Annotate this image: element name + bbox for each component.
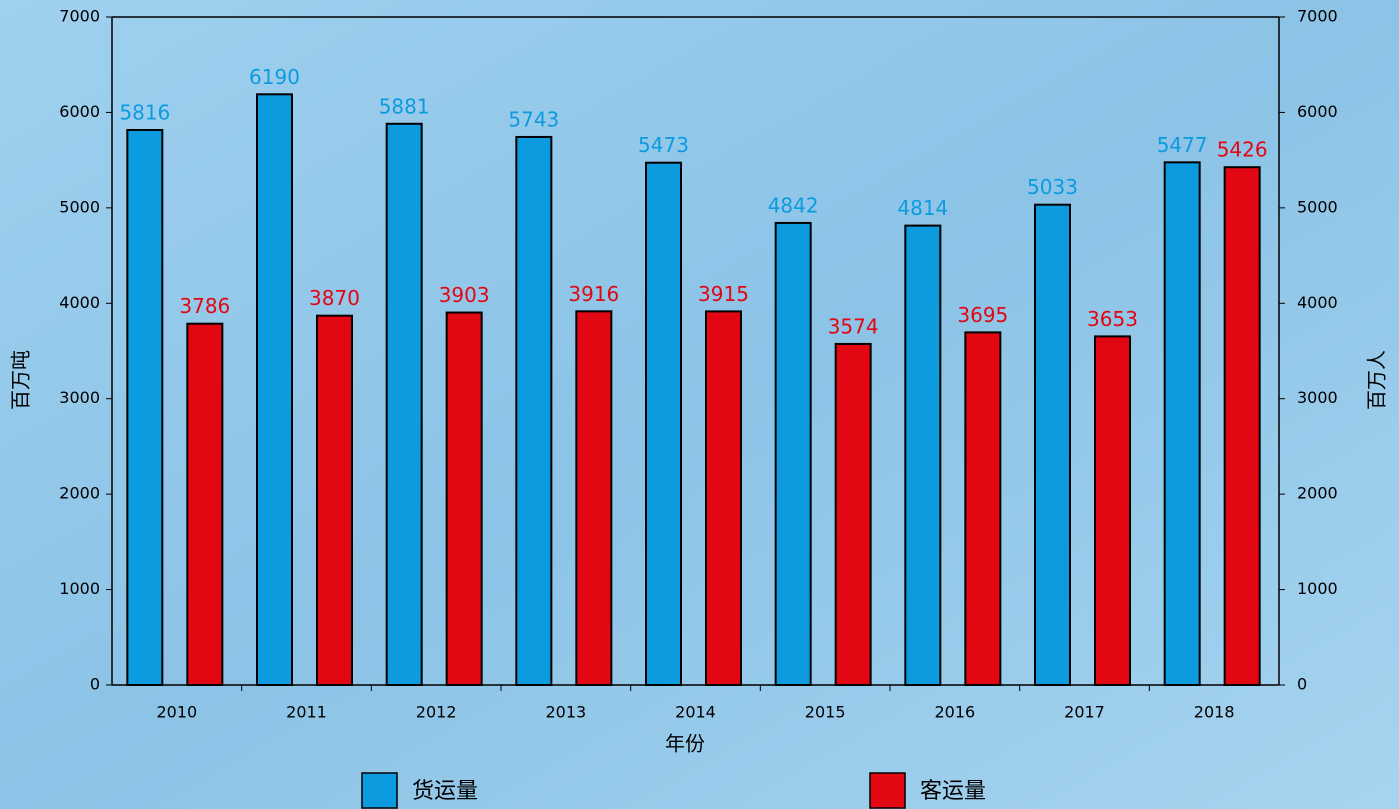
x-tick-label: 2016 bbox=[934, 703, 975, 722]
bar bbox=[127, 130, 162, 685]
x-tick-label: 2017 bbox=[1064, 703, 1105, 722]
x-tick-label: 2014 bbox=[675, 703, 716, 722]
bar bbox=[776, 223, 811, 685]
x-axis-label: 年份 bbox=[665, 732, 705, 756]
y2-axis-label: 百万人 bbox=[1365, 350, 1389, 410]
value-label: 3915 bbox=[698, 282, 749, 306]
value-label: 5816 bbox=[119, 100, 170, 124]
x-tick-label: 2018 bbox=[1194, 703, 1235, 722]
bar bbox=[1035, 205, 1070, 685]
y2-tick-label: 3000 bbox=[1297, 388, 1338, 407]
legend-swatch bbox=[362, 773, 397, 808]
value-label: 3695 bbox=[957, 303, 1008, 327]
value-label: 6190 bbox=[249, 65, 300, 89]
value-label: 5743 bbox=[508, 107, 559, 131]
y-tick-label: 6000 bbox=[59, 102, 100, 121]
value-label: 5473 bbox=[638, 133, 689, 157]
y-tick-label: 1000 bbox=[59, 579, 100, 598]
bar bbox=[1165, 162, 1200, 685]
value-label: 3574 bbox=[828, 314, 879, 338]
value-label: 5033 bbox=[1027, 175, 1078, 199]
bar bbox=[576, 311, 611, 685]
y-tick-label: 7000 bbox=[59, 7, 100, 26]
y2-tick-label: 1000 bbox=[1297, 579, 1338, 598]
bar bbox=[706, 311, 741, 685]
bar bbox=[836, 344, 871, 685]
value-label: 5881 bbox=[379, 94, 430, 118]
bar bbox=[257, 94, 292, 685]
x-tick-label: 2011 bbox=[286, 703, 327, 722]
y2-tick-label: 0 bbox=[1297, 675, 1307, 694]
y2-tick-label: 6000 bbox=[1297, 102, 1338, 121]
value-label: 3916 bbox=[568, 282, 619, 306]
y-tick-label: 5000 bbox=[59, 197, 100, 216]
value-label: 4842 bbox=[768, 193, 819, 217]
x-tick-label: 2015 bbox=[805, 703, 846, 722]
bar bbox=[646, 163, 681, 685]
y-tick-label: 2000 bbox=[59, 484, 100, 503]
bar bbox=[965, 332, 1000, 685]
bar bbox=[905, 226, 940, 685]
bar bbox=[447, 313, 482, 685]
y-tick-label: 4000 bbox=[59, 293, 100, 312]
y-tick-label: 0 bbox=[90, 675, 100, 694]
bar bbox=[387, 124, 422, 685]
y-tick-label: 3000 bbox=[59, 388, 100, 407]
value-label: 4814 bbox=[897, 196, 948, 220]
y2-tick-label: 7000 bbox=[1297, 7, 1338, 26]
bar bbox=[1095, 336, 1130, 685]
bar bbox=[317, 316, 352, 685]
value-label: 3870 bbox=[309, 286, 360, 310]
y2-tick-label: 5000 bbox=[1297, 197, 1338, 216]
value-label: 3653 bbox=[1087, 307, 1138, 331]
y-axis-label: 百万吨 bbox=[9, 350, 33, 410]
x-tick-label: 2012 bbox=[416, 703, 457, 722]
value-label: 3903 bbox=[439, 283, 490, 307]
value-label: 5426 bbox=[1217, 138, 1268, 162]
value-label: 3786 bbox=[179, 294, 230, 318]
chart: 年份 百万吨 百万人 0 1000 2000 3000 4000 5000 6000 7000… bbox=[0, 0, 1399, 809]
y2-tick-label: 4000 bbox=[1297, 293, 1338, 312]
x-tick-label: 2010 bbox=[156, 703, 197, 722]
legend-swatch bbox=[870, 773, 905, 808]
bar bbox=[516, 137, 551, 685]
legend-label: 客运量 bbox=[920, 779, 986, 804]
bar bbox=[187, 324, 222, 685]
x-tick-label: 2013 bbox=[545, 703, 586, 722]
y2-tick-label: 2000 bbox=[1297, 484, 1338, 503]
legend-label: 货运量 bbox=[412, 779, 478, 804]
bar bbox=[1225, 167, 1260, 685]
value-label: 5477 bbox=[1157, 133, 1208, 157]
